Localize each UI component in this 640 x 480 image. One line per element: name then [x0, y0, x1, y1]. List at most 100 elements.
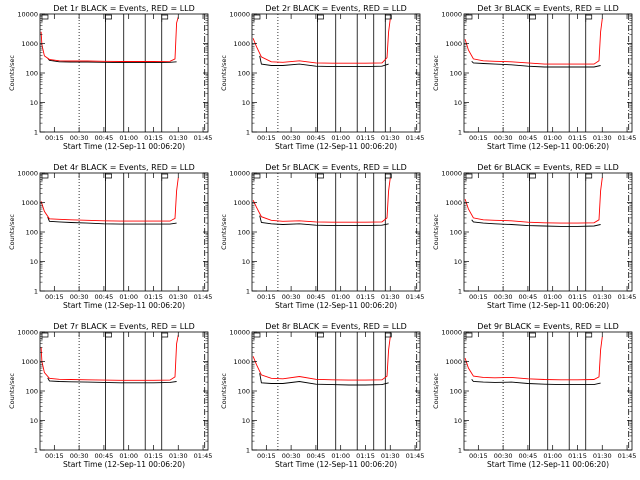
- events-series-line: [259, 55, 389, 68]
- y-tick-label: 1000: [233, 40, 250, 48]
- y-tick-label: 10000: [17, 11, 38, 19]
- panel-title: Det 7r BLACK = Events, RED = LLD: [53, 322, 195, 331]
- x-axis-label: Start Time (12-Sep-11 00:06:20): [275, 301, 397, 310]
- x-tick-label: 01:15: [568, 452, 587, 460]
- x-tick-label: 01:15: [144, 134, 163, 142]
- x-tick-label: 01:45: [406, 452, 425, 460]
- y-axis-label: Counts/sec: [8, 373, 16, 409]
- x-tick-label: 01:45: [406, 293, 425, 301]
- y-tick-label: 100: [26, 388, 38, 396]
- x-axis-label: Start Time (12-Sep-11 00:06:20): [63, 142, 185, 151]
- x-tick-label: 00:45: [95, 452, 114, 460]
- y-tick-label: 1000: [445, 40, 462, 48]
- y-tick-label: 1000: [445, 199, 462, 207]
- panel-title: Det 3r BLACK = Events, RED = LLD: [477, 4, 619, 13]
- y-tick-label: 10000: [441, 11, 462, 19]
- y-tick-label: 10000: [229, 11, 250, 19]
- detector-panel-3: Det 3r BLACK = Events, RED = LLD 1 10 100 10…: [432, 4, 636, 151]
- x-tick-label: 01:15: [356, 293, 375, 301]
- detector-panel-1: Det 1r BLACK = Events, RED = LLD 1 10 100 10…: [8, 4, 212, 151]
- detector-panel-8: Det 8r BLACK = Events, RED = LLD 1 10 100 10…: [220, 322, 424, 469]
- panel-title: Det 6r BLACK = Events, RED = LLD: [477, 163, 619, 172]
- segment-flag-marker: [529, 173, 536, 181]
- x-tick-label: 01:15: [568, 293, 587, 301]
- y-axis-label: Counts/sec: [8, 55, 16, 91]
- x-axis-label: Start Time (12-Sep-11 00:06:20): [487, 301, 609, 310]
- events-series-line: [47, 216, 177, 225]
- detector-panel-6: Det 6r BLACK = Events, RED = LLD 1 10 100 10…: [432, 163, 636, 310]
- y-axis-label: Counts/sec: [432, 55, 440, 91]
- x-tick-label: 00:15: [257, 293, 276, 301]
- segment-flag-marker: [317, 14, 324, 22]
- x-tick-label: 01:15: [356, 134, 375, 142]
- lld-series-line: [252, 177, 391, 223]
- y-axis-label: Counts/sec: [432, 214, 440, 250]
- panel-title: Det 2r BLACK = Events, RED = LLD: [265, 4, 407, 13]
- x-tick-label: 01:45: [194, 452, 213, 460]
- segment-flag-marker: [41, 173, 49, 181]
- y-tick-label: 1: [458, 129, 462, 137]
- y-tick-label: 10000: [229, 329, 250, 337]
- segment-flag-marker: [465, 332, 473, 340]
- x-tick-label: 00:15: [469, 293, 488, 301]
- x-tick-label: 00:15: [469, 452, 488, 460]
- x-tick-label: 00:30: [494, 452, 513, 460]
- x-tick-label: 01:30: [593, 452, 612, 460]
- x-tick-label: 00:15: [257, 452, 276, 460]
- y-axis-label: Counts/sec: [432, 373, 440, 409]
- x-tick-label: 00:45: [519, 134, 538, 142]
- x-tick-label: 00:30: [70, 452, 89, 460]
- y-tick-label: 1000: [233, 358, 250, 366]
- y-tick-label: 100: [238, 388, 250, 396]
- x-axis-label: Start Time (12-Sep-11 00:06:20): [63, 460, 185, 469]
- segment-flag-marker: [585, 14, 593, 22]
- y-axis-label: Counts/sec: [220, 373, 228, 409]
- segment-flag-marker: [105, 173, 112, 181]
- x-axis-label: Start Time (12-Sep-11 00:06:20): [275, 460, 397, 469]
- segment-flag-marker: [161, 173, 169, 181]
- segment-flag-marker: [384, 173, 392, 181]
- y-tick-label: 100: [238, 70, 250, 78]
- x-tick-label: 00:15: [45, 452, 64, 460]
- y-tick-label: 10: [30, 417, 38, 425]
- segment-flag-marker: [105, 332, 112, 340]
- x-tick-label: 00:30: [70, 293, 89, 301]
- x-tick-label: 01:00: [331, 134, 350, 142]
- detector-panel-5: Det 5r BLACK = Events, RED = LLD 1 10 100 10…: [220, 163, 424, 310]
- x-tick-label: 00:45: [519, 452, 538, 460]
- x-tick-label: 01:15: [356, 452, 375, 460]
- y-tick-label: 10: [454, 417, 462, 425]
- x-axis-label: Start Time (12-Sep-11 00:06:20): [63, 301, 185, 310]
- x-tick-label: 01:00: [119, 134, 138, 142]
- x-tick-label: 01:30: [169, 293, 188, 301]
- y-axis-label: Counts/sec: [220, 214, 228, 250]
- x-tick-label: 01:45: [406, 134, 425, 142]
- y-tick-label: 10: [242, 417, 250, 425]
- panel-title: Det 1r BLACK = Events, RED = LLD: [53, 4, 195, 13]
- segment-flag-marker: [384, 332, 392, 340]
- x-tick-label: 01:30: [169, 134, 188, 142]
- segment-flag-marker: [585, 332, 593, 340]
- x-tick-label: 01:00: [543, 452, 562, 460]
- y-tick-label: 10: [242, 99, 250, 107]
- y-tick-label: 10000: [441, 329, 462, 337]
- segment-flag-marker: [41, 332, 49, 340]
- x-tick-label: 01:30: [381, 134, 400, 142]
- x-tick-label: 00:30: [282, 293, 301, 301]
- segment-flag-marker: [465, 14, 473, 22]
- x-tick-label: 01:30: [593, 293, 612, 301]
- lld-series-line: [464, 336, 603, 381]
- panel-title: Det 9r BLACK = Events, RED = LLD: [477, 322, 619, 331]
- x-axis-label: Start Time (12-Sep-11 00:06:20): [487, 460, 609, 469]
- segment-flag-marker: [317, 173, 324, 181]
- y-tick-label: 1000: [445, 358, 462, 366]
- x-axis-label: Start Time (12-Sep-11 00:06:20): [487, 142, 609, 151]
- segment-flag-marker: [384, 14, 392, 22]
- detector-panel-9: Det 9r BLACK = Events, RED = LLD 1 10 100 10…: [432, 322, 636, 469]
- y-tick-label: 1: [458, 288, 462, 296]
- segment-flag-marker: [41, 14, 49, 22]
- y-tick-label: 10: [454, 258, 462, 266]
- y-tick-label: 10000: [17, 329, 38, 337]
- x-tick-label: 01:15: [568, 134, 587, 142]
- x-tick-label: 01:00: [119, 293, 138, 301]
